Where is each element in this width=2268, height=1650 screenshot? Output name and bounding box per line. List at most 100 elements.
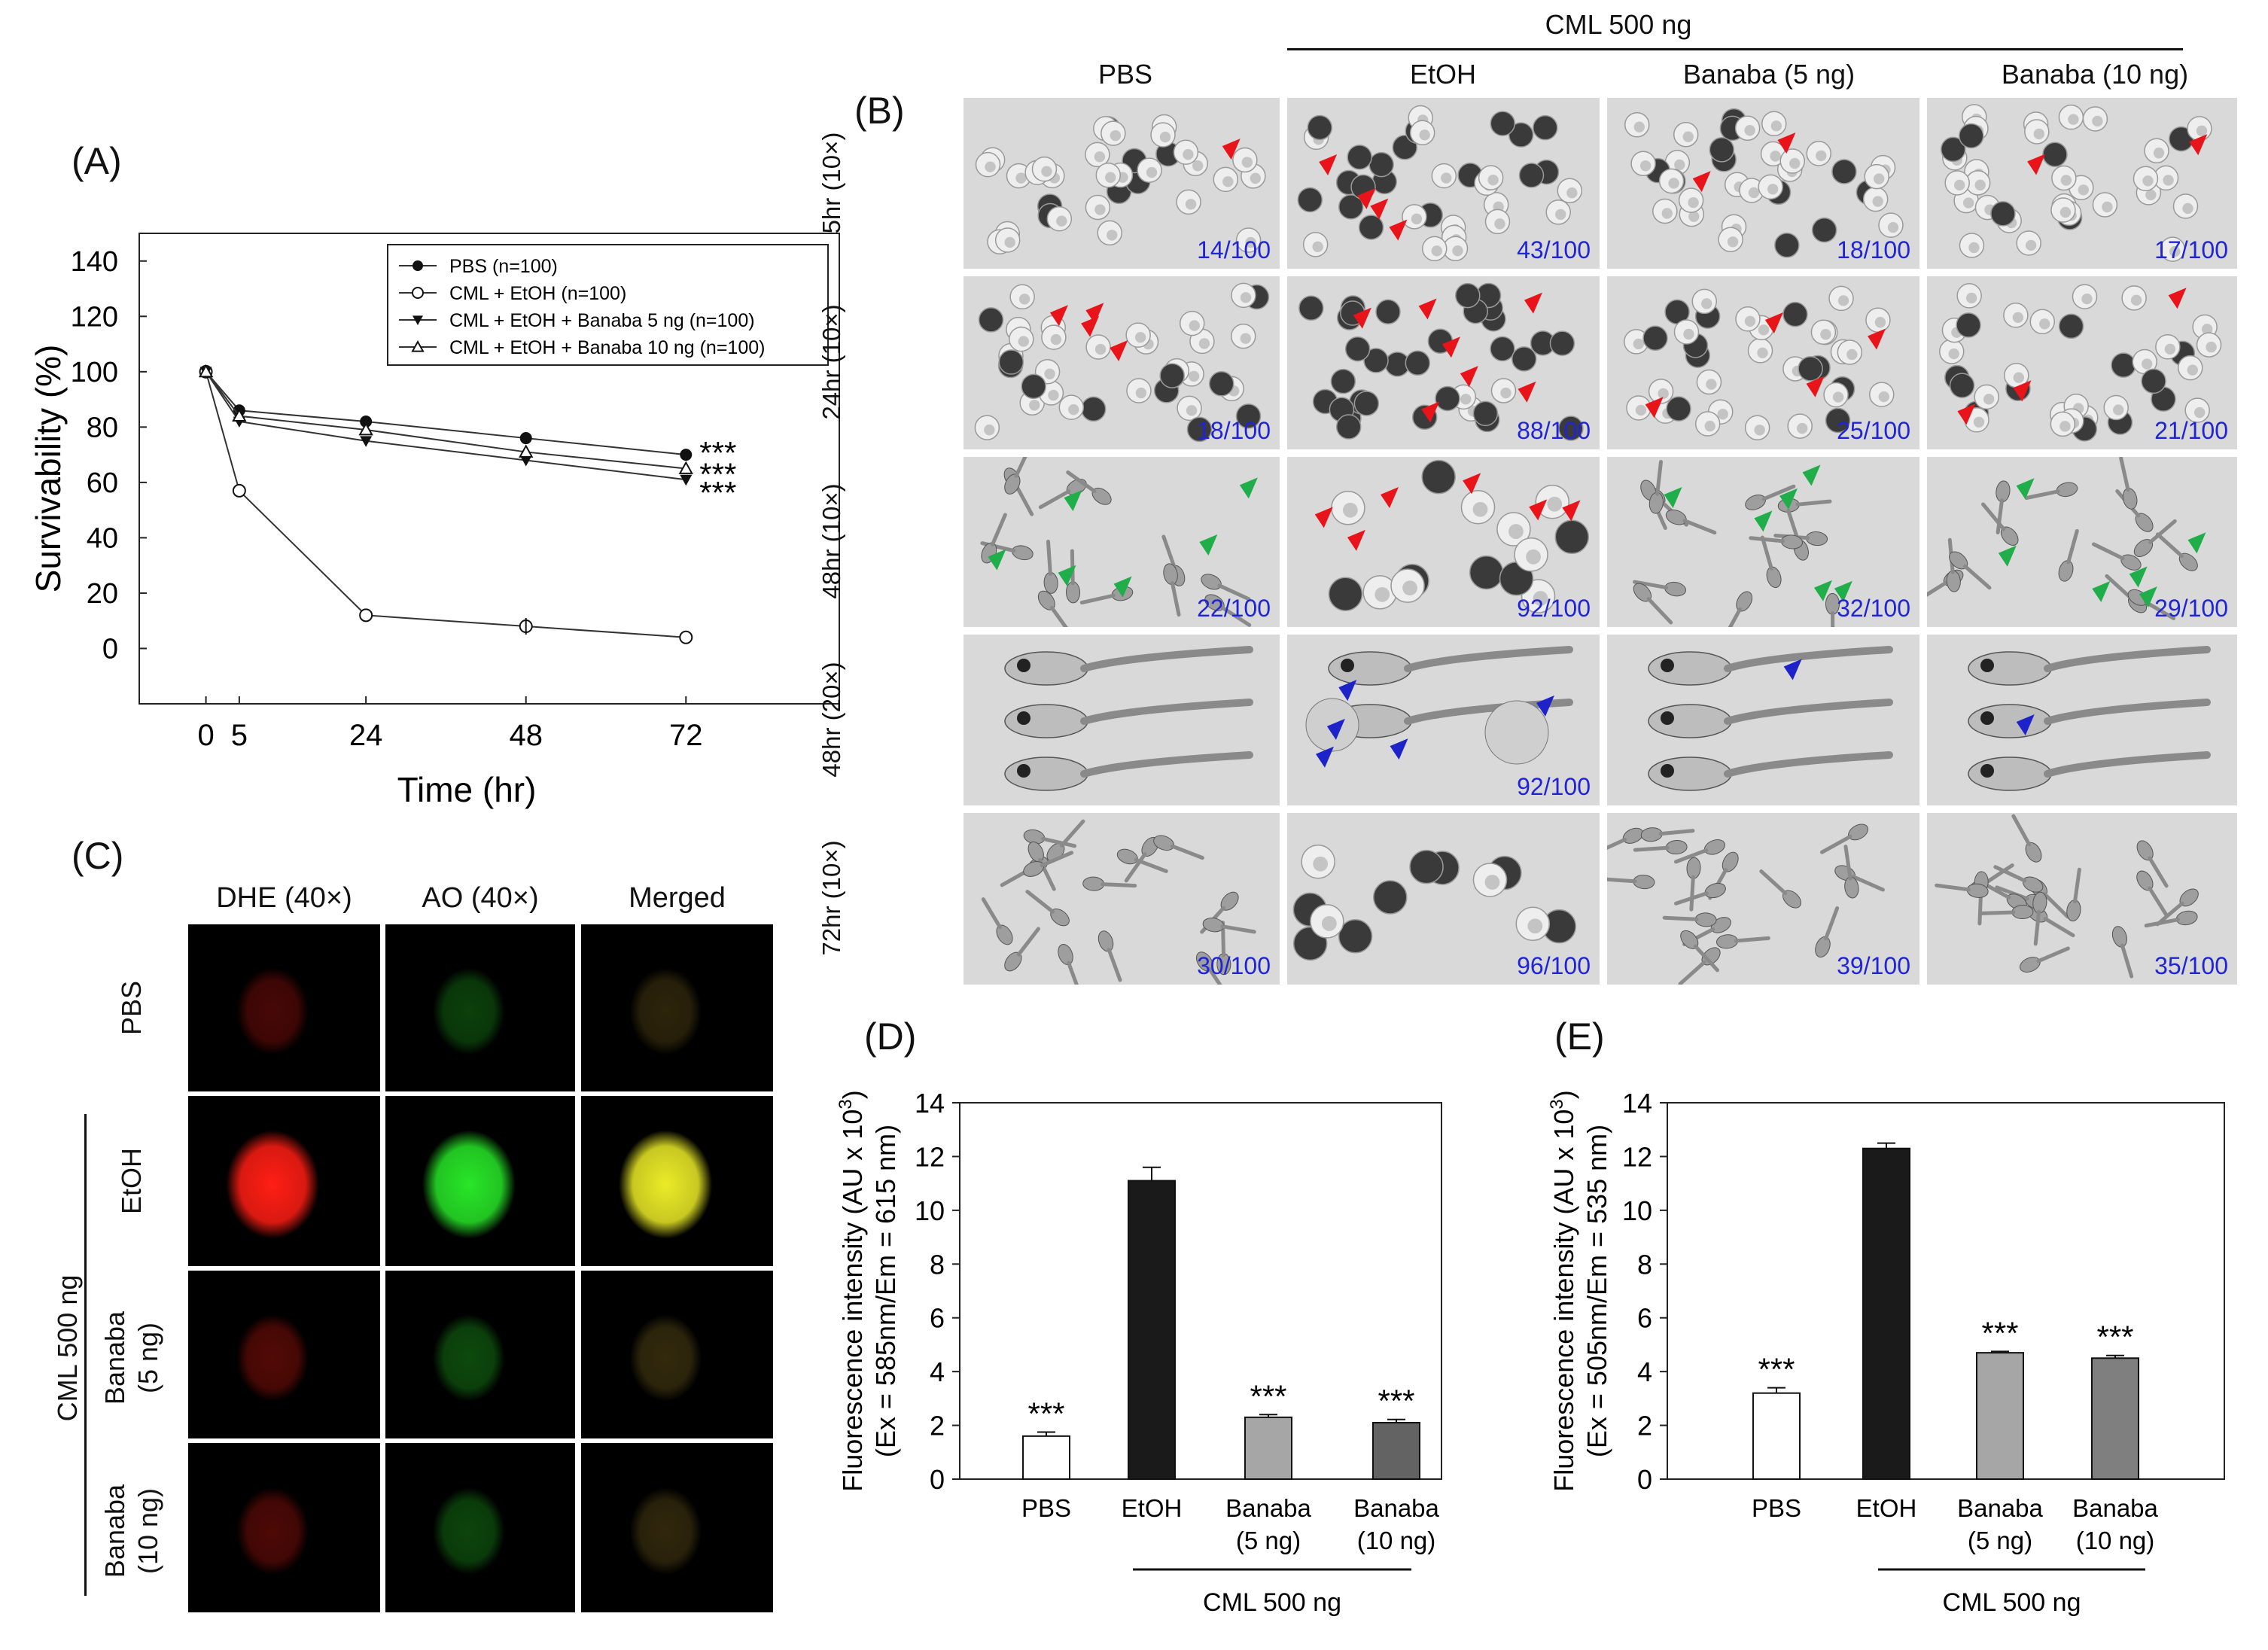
data-point	[198, 364, 214, 378]
embryo-egg	[1798, 356, 1823, 382]
indicator-arrowhead	[1834, 580, 1852, 602]
micrograph-tile: 43/100	[1287, 98, 1600, 269]
embryo-egg	[1368, 151, 1394, 178]
survival-count: 22/100	[1197, 595, 1271, 622]
embryo-fluorescence	[236, 967, 309, 1055]
indicator-arrowhead	[2013, 380, 2032, 402]
indicator-arrowhead	[1764, 312, 1783, 333]
embryo-yolk	[2182, 202, 2193, 215]
y-axis-title: Fluorescence intensity (AU x 103) (Ex = 5…	[836, 1090, 901, 1492]
indicator-arrowhead	[1777, 132, 1796, 154]
micrograph-tile: 29/100	[1927, 457, 2237, 627]
embryo-yolk	[1441, 172, 1452, 184]
embryo-yolk	[1018, 294, 1030, 305]
larva-tail	[2120, 943, 2134, 979]
indicator-arrowhead	[1085, 303, 1104, 324]
x-tick-label: 48	[509, 719, 543, 752]
embryo-yolk	[1342, 502, 1358, 518]
fluorescence-image	[422, 1130, 516, 1239]
category-label: Banaba	[1353, 1494, 1439, 1522]
embryo-egg	[1235, 403, 1262, 429]
legend: PBS (n=100) CML + EtOH (n=100) CML + EtOH …	[387, 244, 829, 366]
larva-head	[1648, 651, 1732, 686]
data-point	[680, 474, 693, 486]
embryo-egg	[1373, 880, 1408, 915]
embryo-yolk	[1701, 298, 1712, 309]
series-4	[198, 364, 693, 474]
embryo-yolk	[1068, 403, 1079, 416]
larva-head	[1004, 651, 1088, 686]
indicator-arrowhead	[1441, 336, 1460, 358]
micrograph-tile: 14/100	[964, 98, 1280, 269]
fluorescence-tile	[188, 1443, 380, 1612]
embryo-fluorescence	[422, 1130, 516, 1239]
legend-box	[387, 244, 829, 366]
embryo-yolk	[1658, 388, 1669, 400]
y-tick-label: 4	[1637, 1356, 1652, 1387]
micrograph-tile: 18/100	[1607, 98, 1919, 269]
embryo-yolk	[1222, 176, 1234, 187]
data-point	[360, 436, 373, 447]
survival-count: 39/100	[1837, 952, 1910, 979]
larva	[1066, 470, 1112, 505]
y-tick-label: 6	[930, 1303, 945, 1334]
embryo-egg	[998, 349, 1024, 375]
larva-tail	[1080, 699, 1253, 725]
embryo-egg	[2111, 352, 2136, 378]
embryo-egg	[1831, 159, 1857, 184]
embryo-fluorescence	[619, 1130, 713, 1239]
embryo-yolk	[1189, 320, 1200, 331]
fluorescence-tile	[188, 1096, 380, 1266]
larva-head	[1004, 757, 1088, 791]
larva	[2119, 457, 2138, 510]
significance-label: ***	[1250, 1378, 1286, 1414]
embryo-yolk	[1094, 151, 1106, 163]
embryo-yolk	[1846, 349, 1858, 361]
larva-tail	[1220, 605, 1252, 627]
row-header-line: Banaba	[99, 1311, 130, 1405]
embryo-yolk	[2142, 358, 2153, 370]
embryo-yolk	[1050, 333, 1062, 346]
larva-tail	[2105, 574, 2133, 600]
larva-eye	[1661, 764, 1674, 778]
larva	[1004, 927, 1040, 972]
embryo-yolk	[2059, 206, 2072, 218]
embryo-yolk	[1661, 208, 1673, 219]
data-point	[413, 315, 423, 325]
larva-tail	[1674, 891, 1709, 906]
indicator-arrowhead	[1239, 477, 1258, 499]
larva	[1023, 829, 1077, 848]
series-line	[205, 371, 686, 481]
bar	[1752, 1392, 1801, 1481]
larva-tail	[1633, 845, 1670, 852]
larva	[1979, 905, 2034, 920]
fluorescence-tile	[581, 924, 773, 1091]
data-point	[519, 444, 534, 458]
larva	[2133, 519, 2177, 557]
embryo-egg	[1811, 217, 1837, 243]
embryo-egg	[1508, 122, 1534, 148]
indicator-arrowhead	[2016, 478, 2035, 500]
embryo-egg	[1990, 201, 2016, 227]
embryo-yolk	[1948, 348, 1959, 360]
embryo-yolk	[2201, 324, 2213, 335]
micrograph-tile: 17/100	[1927, 98, 2237, 269]
embryo-egg	[1549, 330, 1575, 356]
data-point	[411, 339, 425, 352]
embryo-yolk	[2169, 245, 2181, 257]
micrograph-image	[1607, 813, 1919, 985]
survival-count: 35/100	[2154, 952, 2228, 979]
category-label: EtOH	[1856, 1494, 1917, 1522]
y-tick-label: 140	[71, 246, 118, 278]
embryo-yolk	[1460, 394, 1472, 405]
legend-entry: CML + EtOH + Banaba 10 ng (n=100)	[449, 337, 765, 358]
larva	[1674, 882, 1726, 906]
fluorescence-row-header: Banaba (10 ng)	[99, 1433, 165, 1629]
data-point	[413, 260, 423, 271]
larva-tail	[2043, 917, 2075, 938]
larva	[1202, 918, 1256, 934]
panel-label-c: (C)	[72, 835, 124, 877]
y-tick-label: 0	[102, 633, 118, 665]
survival-count: 92/100	[1517, 773, 1591, 800]
larva-tail	[1632, 580, 1669, 590]
